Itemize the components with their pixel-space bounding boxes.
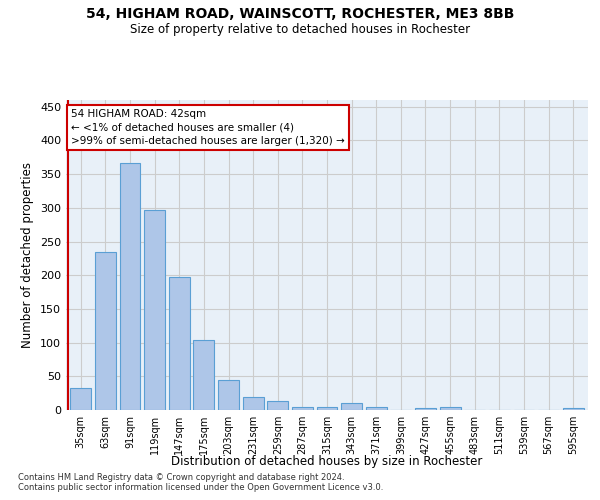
Bar [119,162,140,410]
Text: Contains public sector information licensed under the Open Government Licence v3: Contains public sector information licen… [18,484,383,492]
Bar [144,210,165,410]
Bar [242,396,263,410]
Bar [218,380,239,410]
Text: 54, HIGHAM ROAD, WAINSCOTT, ROCHESTER, ME3 8BB: 54, HIGHAM ROAD, WAINSCOTT, ROCHESTER, M… [86,8,514,22]
Text: Distribution of detached houses by size in Rochester: Distribution of detached houses by size … [172,455,482,468]
Bar [440,406,461,410]
Text: Size of property relative to detached houses in Rochester: Size of property relative to detached ho… [130,22,470,36]
Text: Contains HM Land Registry data © Crown copyright and database right 2024.: Contains HM Land Registry data © Crown c… [18,472,344,482]
Bar [292,406,313,410]
Bar [415,408,436,410]
Text: 54 HIGHAM ROAD: 42sqm
← <1% of detached houses are smaller (4)
>99% of semi-deta: 54 HIGHAM ROAD: 42sqm ← <1% of detached … [71,110,345,146]
Bar [317,406,337,410]
Bar [169,276,190,410]
Bar [563,408,584,410]
Bar [366,406,387,410]
Bar [267,401,288,410]
Bar [95,252,116,410]
Bar [193,340,214,410]
Bar [341,404,362,410]
Bar [70,388,91,410]
Y-axis label: Number of detached properties: Number of detached properties [22,162,34,348]
